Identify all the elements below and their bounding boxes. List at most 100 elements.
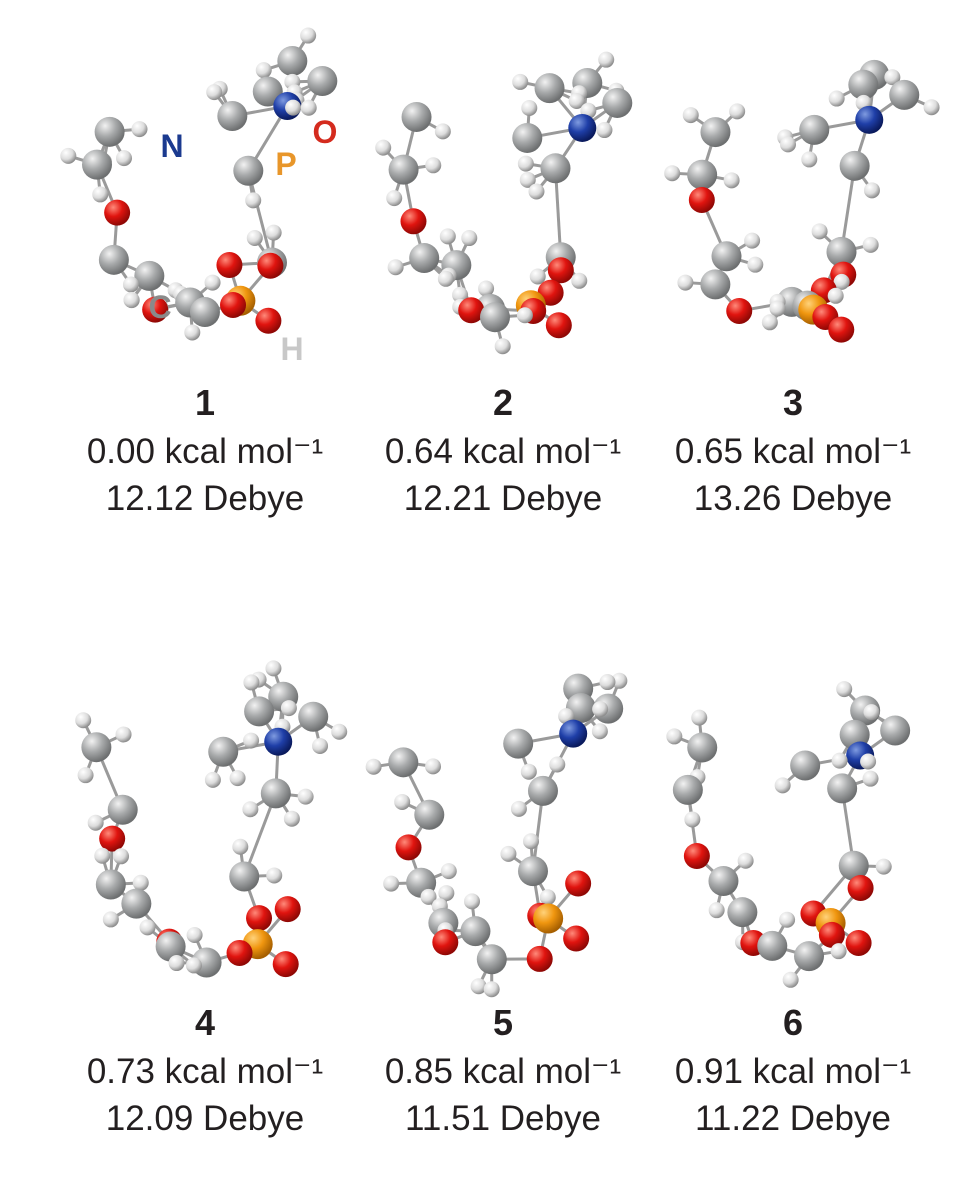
atom: [565, 870, 592, 897]
atom: [831, 752, 848, 769]
relative-energy: 0.65 kcal mol⁻¹: [675, 432, 911, 471]
atom: [432, 929, 459, 956]
atom: [233, 155, 264, 186]
atom: [684, 811, 701, 828]
atom: [75, 712, 92, 729]
atom: [568, 92, 585, 109]
atom: [216, 252, 243, 279]
atom: [266, 867, 283, 884]
atom: [470, 978, 487, 995]
atom: [779, 911, 796, 928]
atom: [388, 154, 419, 185]
atom: [245, 192, 262, 209]
atom: [264, 727, 293, 756]
atom: [383, 875, 400, 892]
atom: [827, 773, 858, 804]
atom: [862, 770, 879, 787]
atom: [185, 957, 202, 974]
atom: [300, 99, 317, 116]
atom: [298, 701, 329, 732]
dipole-moment: 12.12 Debye: [106, 479, 304, 518]
atom: [711, 241, 742, 272]
conformer-number: 3: [783, 382, 803, 423]
atom-label: C: [148, 289, 171, 325]
atom: [801, 151, 818, 168]
atom: [847, 874, 874, 901]
conformer-number: 4: [195, 1002, 215, 1043]
atom: [242, 801, 259, 818]
atom: [688, 186, 715, 213]
atom: [243, 674, 260, 691]
atom: [666, 728, 683, 745]
atom: [884, 69, 901, 86]
atom: [312, 737, 329, 754]
atom: [116, 150, 133, 167]
atom: [297, 788, 314, 805]
atom: [568, 113, 597, 142]
atom: [208, 736, 239, 767]
atom: [244, 696, 275, 727]
atom: [387, 259, 404, 276]
atom: [591, 723, 608, 740]
atom: [512, 73, 529, 90]
atom: [307, 66, 338, 97]
atom: [527, 775, 558, 806]
atom: [923, 99, 940, 116]
atom: [682, 107, 699, 124]
atom: [81, 732, 112, 763]
atom: [255, 62, 272, 79]
atom: [420, 888, 437, 905]
atom: [848, 69, 879, 100]
atom: [452, 286, 469, 303]
atom-label: P: [275, 146, 296, 182]
atom: [860, 753, 877, 770]
atom: [563, 925, 590, 952]
atom: [229, 861, 260, 892]
atom: [388, 747, 419, 778]
atom: [102, 911, 119, 928]
atom: [521, 100, 538, 117]
atom: [365, 758, 382, 775]
atom: [598, 51, 615, 68]
atom: [437, 270, 454, 287]
atom: [204, 771, 221, 788]
atom: [460, 916, 491, 947]
atom: [458, 297, 485, 324]
atom: [386, 190, 403, 207]
atom: [300, 27, 317, 44]
atom: [478, 280, 495, 297]
dipole-moment: 12.21 Debye: [404, 479, 602, 518]
atom: [533, 903, 564, 934]
atom: [483, 981, 500, 998]
atom: [516, 307, 533, 324]
atom: [528, 183, 545, 200]
conformer-number: 6: [783, 1002, 803, 1043]
atom: [503, 728, 534, 759]
dipole-moment: 11.22 Debye: [695, 1099, 891, 1138]
atom: [280, 700, 297, 717]
atom: [863, 182, 880, 199]
atom: [168, 955, 185, 972]
atom: [479, 302, 510, 333]
atom: [708, 902, 725, 919]
atom: [60, 147, 77, 164]
atom: [677, 274, 694, 291]
conformer-number: 1: [195, 382, 215, 423]
atom: [529, 268, 546, 285]
atom: [425, 157, 442, 174]
atom: [94, 847, 111, 864]
atom: [425, 758, 442, 775]
atom: [782, 971, 799, 988]
dipole-moment: 13.26 Debye: [694, 479, 892, 518]
atom: [683, 843, 710, 870]
atom: [826, 236, 857, 267]
atom: [155, 931, 186, 962]
atom: [836, 681, 853, 698]
atom: [757, 930, 788, 961]
atom: [794, 941, 825, 972]
atom: [526, 945, 553, 972]
atom: [375, 139, 392, 156]
atom: [519, 171, 536, 188]
atom: [602, 87, 633, 118]
atom: [500, 845, 517, 862]
